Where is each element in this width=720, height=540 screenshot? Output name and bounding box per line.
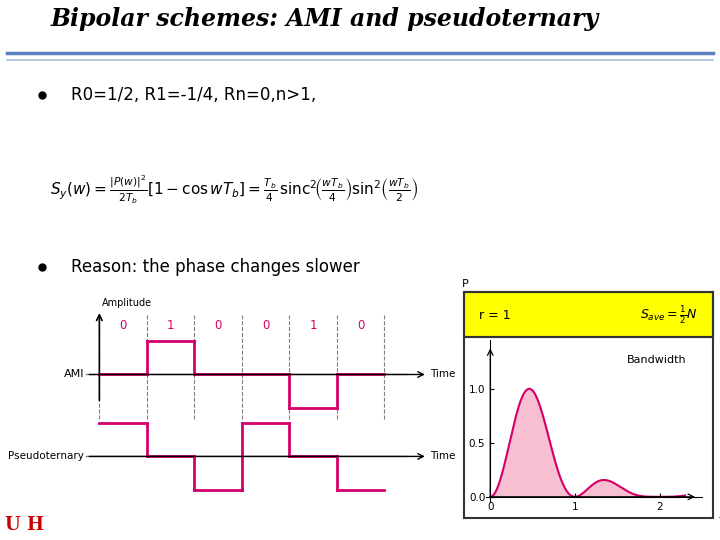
Text: r = 1: r = 1 [480, 309, 511, 322]
Text: Pseudoternary: Pseudoternary [9, 451, 84, 461]
Bar [464, 292, 713, 337]
Text: 1: 1 [310, 319, 317, 332]
Text: Time: Time [430, 451, 455, 461]
Text: P: P [462, 279, 469, 289]
Text: f/N: f/N [719, 515, 720, 525]
Text: 0: 0 [357, 319, 364, 332]
Text: R0=1/2, R1=-1/4, Rn=0,n>1,: R0=1/2, R1=-1/4, Rn=0,n>1, [71, 85, 316, 104]
Text: 1: 1 [167, 319, 174, 332]
Text: 0: 0 [262, 319, 269, 332]
Text: $S_y(w)=\frac{|P(w)|^2}{2T_b}[1-\cos wT_b]=\frac{T_b}{4}\,\mathrm{sinc}^2\!\left: $S_y(w)=\frac{|P(w)|^2}{2T_b}[1-\cos wT_… [50, 173, 418, 206]
Text: $S_{ave} = \frac{1}{2}N$: $S_{ave} = \frac{1}{2}N$ [640, 305, 698, 326]
Text: 0: 0 [120, 319, 127, 332]
Text: 0: 0 [215, 319, 222, 332]
Text: Time: Time [430, 369, 455, 380]
Text: AMI: AMI [64, 369, 84, 380]
Text: Reason: the phase changes slower: Reason: the phase changes slower [71, 258, 359, 276]
Text: Bandwidth: Bandwidth [626, 355, 686, 365]
Text: Amplitude: Amplitude [102, 298, 152, 308]
Text: U H: U H [5, 516, 44, 534]
Text: Bipolar schemes: AMI and pseudoternary: Bipolar schemes: AMI and pseudoternary [50, 8, 598, 31]
